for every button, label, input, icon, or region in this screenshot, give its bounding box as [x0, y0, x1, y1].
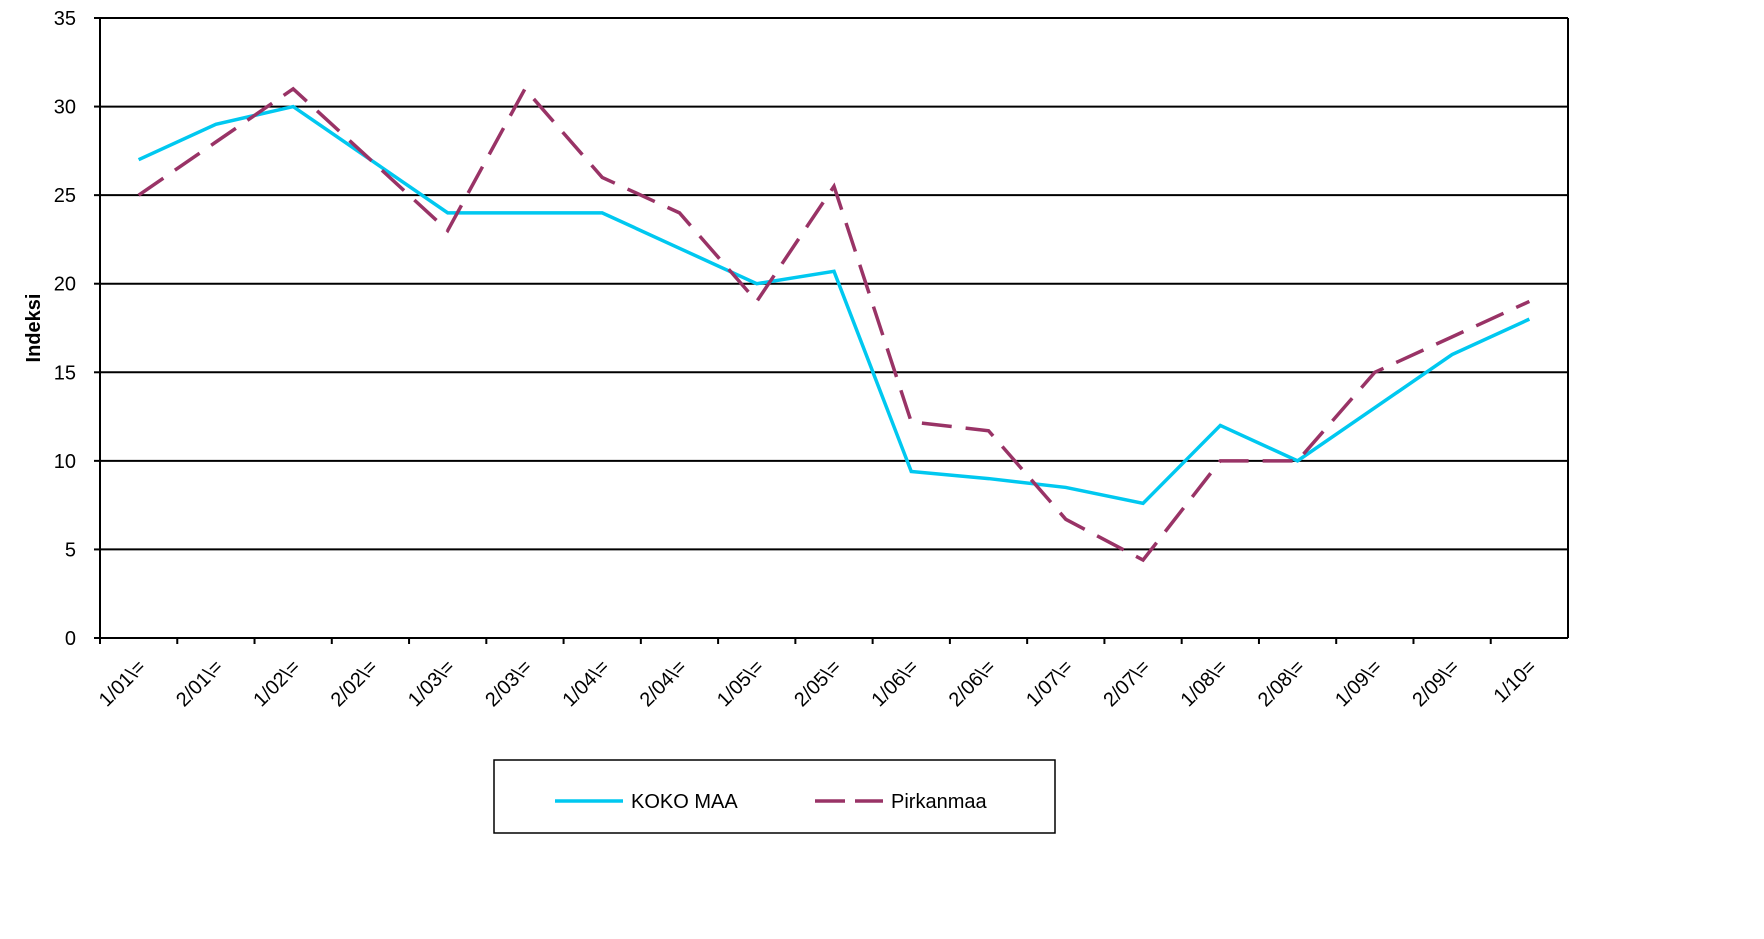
legend-label: Pirkanmaa — [891, 791, 987, 813]
y-tick-label: 5 — [65, 539, 76, 561]
y-tick-label: 15 — [54, 362, 76, 384]
y-tick-label: 10 — [54, 451, 76, 473]
x-tick-label: 2/02\= — [327, 656, 382, 711]
y-tick-label: 30 — [54, 97, 76, 119]
legend-box — [493, 759, 1056, 834]
x-tick-label: 2/05\= — [790, 656, 845, 711]
x-tick-label: 1/02\= — [249, 656, 304, 711]
x-tick-label: 2/03\= — [481, 656, 536, 711]
x-tick-label: 2/07\= — [1099, 656, 1154, 711]
x-tick-label: 2/09\= — [1408, 656, 1463, 711]
y-tick-label: 0 — [65, 628, 76, 650]
x-tick-label: 2/08\= — [1254, 656, 1309, 711]
x-tick-label: 1/03\= — [404, 656, 459, 711]
x-tick-label: 1/01\= — [95, 656, 150, 711]
y-axis-label: Indeksi — [23, 294, 45, 363]
y-tick-label: 25 — [54, 185, 76, 207]
x-tick-label: 2/04\= — [636, 656, 691, 711]
x-tick-label: 1/10= — [1490, 656, 1541, 707]
legend-label: KOKO MAA — [631, 791, 738, 813]
x-tick-label: 2/01\= — [172, 656, 227, 711]
x-tick-label: 1/09\= — [1331, 656, 1386, 711]
x-tick-label: 2/06\= — [945, 656, 1000, 711]
x-tick-label: 1/05\= — [713, 656, 768, 711]
x-tick-label: 1/04\= — [558, 656, 613, 711]
x-tick-label: 1/06\= — [868, 656, 923, 711]
y-tick-label: 35 — [54, 8, 76, 30]
x-tick-label: 1/08\= — [1177, 656, 1232, 711]
series-line — [137, 104, 1531, 506]
y-tick-label: 20 — [54, 274, 76, 296]
series-line — [137, 85, 1531, 563]
x-tick-label: 1/07\= — [1022, 656, 1077, 711]
